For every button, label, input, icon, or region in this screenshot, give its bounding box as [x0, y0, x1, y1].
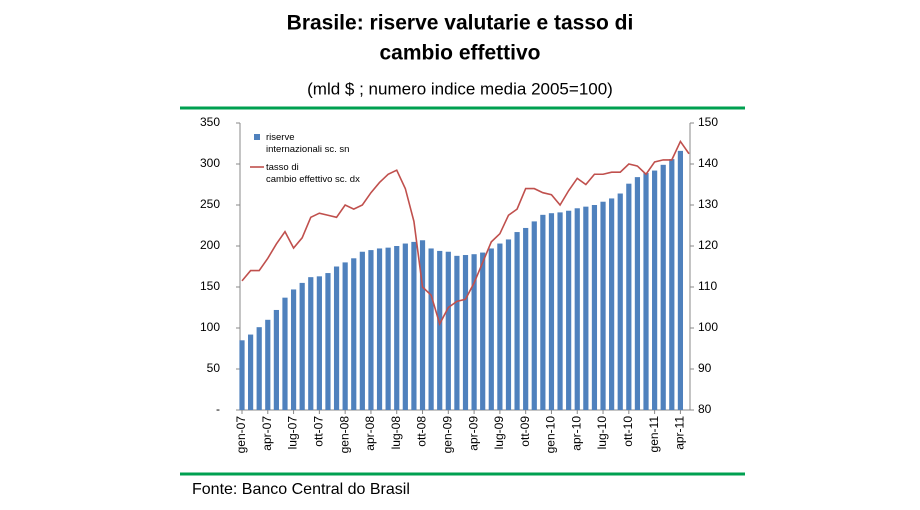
bar — [273, 309, 279, 410]
bar — [626, 183, 632, 410]
bar — [617, 193, 623, 410]
bar — [342, 262, 348, 410]
y2-tick-label: 130 — [698, 197, 718, 211]
bar — [454, 255, 460, 410]
bar — [325, 273, 331, 410]
chart-title: Brasile: riserve valutarie e tasso di — [287, 12, 634, 35]
bar — [462, 255, 469, 410]
bar — [609, 198, 615, 410]
x-tick-label: gen-11 — [647, 416, 661, 453]
y-tick-label: 250 — [200, 197, 220, 211]
bar — [566, 210, 572, 410]
y-tick-label: 50 — [207, 361, 221, 375]
bar — [583, 206, 589, 410]
bar — [669, 159, 675, 410]
chart-title: cambio effettivo — [379, 42, 540, 65]
x-tick-label: lug-07 — [286, 416, 300, 450]
x-tick-label: gen-08 — [337, 416, 351, 454]
x-tick-label: apr-08 — [363, 416, 377, 451]
chart-subtitle: (mld $ ; numero indice media 2005=100) — [307, 79, 613, 98]
x-tick-label: gen-10 — [544, 416, 558, 454]
bar — [247, 334, 254, 410]
bar — [402, 243, 408, 410]
bar — [531, 221, 537, 410]
x-tick-label: gen-07 — [234, 416, 248, 454]
y2-tick-label: 120 — [698, 238, 718, 252]
x-tick-label: lug-09 — [492, 416, 506, 450]
x-tick-label: apr-09 — [466, 416, 480, 451]
y-tick-label: 100 — [200, 320, 220, 334]
x-tick-label: gen-09 — [440, 416, 454, 454]
x-tick-label: ott-08 — [415, 416, 429, 447]
bar — [505, 239, 512, 410]
y2-tick-label: 140 — [698, 156, 718, 170]
legend-label: tasso di cambio effettivo sc. dx — [266, 162, 360, 185]
bar — [385, 247, 391, 410]
bar — [351, 258, 357, 410]
bar — [514, 232, 520, 410]
bar — [591, 205, 598, 410]
bar — [574, 208, 580, 410]
x-tick-label: ott-10 — [621, 416, 635, 447]
x-tick-label: apr-11 — [673, 416, 687, 450]
bar — [282, 297, 288, 410]
bar — [368, 250, 374, 410]
bar — [677, 150, 684, 410]
line — [241, 139, 690, 327]
bar — [428, 248, 434, 410]
legend-swatch — [254, 134, 260, 140]
y2-tick-label: 100 — [698, 320, 718, 334]
x-tick-label: lug-10 — [595, 416, 609, 450]
bar — [308, 277, 314, 410]
bar — [256, 327, 262, 410]
bar — [411, 241, 417, 410]
bar — [437, 250, 443, 410]
bar — [290, 289, 297, 410]
bar — [643, 173, 649, 410]
bar — [540, 214, 546, 410]
x-tick-label: apr-07 — [260, 416, 274, 451]
bar — [471, 254, 477, 410]
y-tick-label: 200 — [200, 238, 220, 252]
bar — [445, 251, 451, 410]
bar — [557, 212, 563, 410]
bar — [376, 248, 383, 410]
y-tick-label: 300 — [200, 156, 220, 170]
bar — [634, 177, 641, 410]
x-tick-label: lug-08 — [389, 416, 403, 450]
bar — [660, 164, 666, 410]
x-tick-label: apr-10 — [569, 416, 583, 451]
bar — [359, 251, 365, 410]
bar — [394, 246, 400, 410]
bar — [523, 227, 529, 410]
bar — [299, 282, 305, 410]
y2-tick-label: 150 — [698, 115, 718, 129]
bar — [239, 340, 245, 410]
bar — [419, 240, 426, 410]
y2-tick-label: 80 — [698, 402, 712, 416]
y-tick-label: 350 — [200, 115, 220, 129]
y2-tick-label: 110 — [698, 279, 717, 293]
bar — [548, 213, 555, 410]
y-tick-label: - — [216, 402, 220, 416]
bar — [316, 276, 322, 410]
bar — [265, 319, 271, 410]
source: Fonte: Banco Central do Brasil — [192, 481, 410, 498]
bar — [488, 248, 494, 410]
bar — [497, 243, 503, 410]
y-tick-label: 150 — [200, 279, 220, 293]
x-tick-label: ott-09 — [518, 416, 532, 447]
y2-tick-label: 90 — [698, 361, 712, 375]
bar — [480, 252, 486, 410]
bar — [652, 170, 658, 410]
x-tick-label: ott-07 — [312, 416, 326, 447]
bar — [333, 266, 340, 410]
bar — [600, 201, 606, 410]
legend-label: riserve internazionali sc. sn — [266, 132, 349, 155]
